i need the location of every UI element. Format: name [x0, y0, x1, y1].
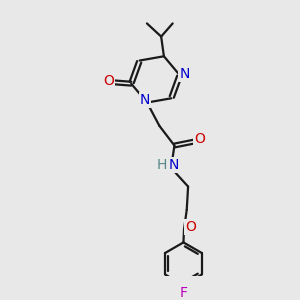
Text: O: O — [185, 220, 196, 234]
Text: H: H — [156, 158, 167, 172]
Text: O: O — [194, 132, 205, 146]
Text: O: O — [103, 74, 114, 88]
Text: N: N — [140, 93, 150, 107]
Text: N: N — [179, 67, 190, 81]
Text: N: N — [168, 158, 178, 172]
Text: F: F — [179, 286, 188, 300]
